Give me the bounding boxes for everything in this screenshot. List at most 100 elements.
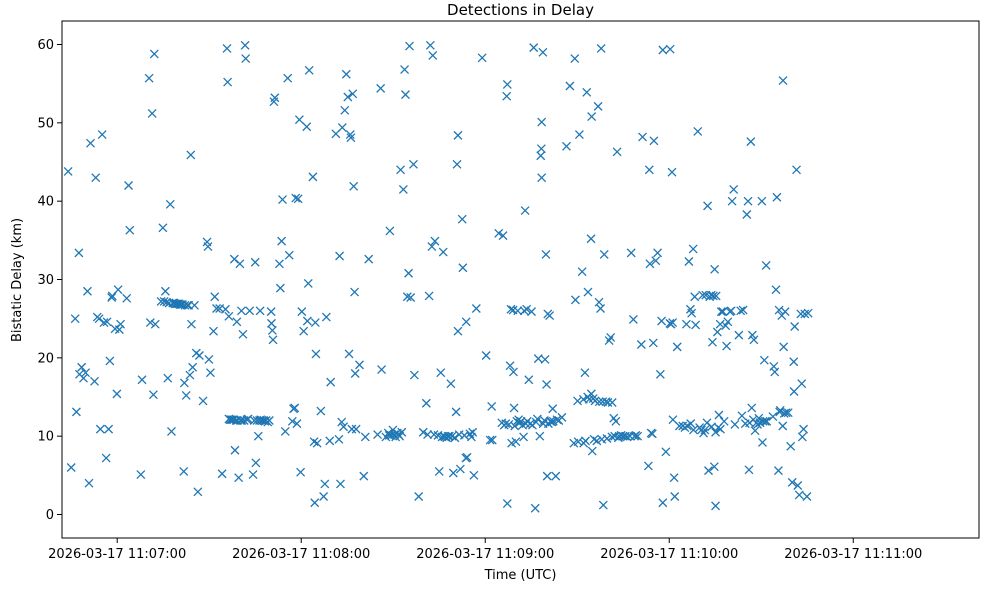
data-point <box>186 150 196 160</box>
data-point <box>255 306 265 316</box>
data-point <box>113 285 123 295</box>
data-point <box>274 259 284 269</box>
data-point <box>749 335 759 345</box>
data-point <box>736 306 746 316</box>
data-point <box>709 462 719 472</box>
data-point <box>453 326 463 336</box>
data-point <box>510 421 520 431</box>
data-point <box>95 424 105 434</box>
data-point <box>504 419 514 429</box>
data-point <box>520 206 530 216</box>
data-point <box>633 431 643 441</box>
data-point <box>653 248 663 258</box>
data-point <box>794 490 804 500</box>
data-point <box>626 248 636 258</box>
data-point <box>203 242 213 252</box>
data-point <box>291 193 301 203</box>
data-point <box>397 427 407 437</box>
data-point <box>651 256 661 266</box>
data-point <box>104 424 114 434</box>
data-point <box>179 378 189 388</box>
data-point <box>729 184 739 194</box>
data-point <box>762 416 772 426</box>
data-point <box>792 165 801 175</box>
data-point <box>693 126 703 136</box>
data-point <box>409 370 419 380</box>
data-point <box>681 319 691 329</box>
data-point <box>469 470 479 480</box>
data-point <box>574 130 584 140</box>
data-point <box>424 291 434 301</box>
data-point <box>781 408 791 418</box>
data-point <box>699 428 709 438</box>
data-point <box>508 367 518 377</box>
data-point <box>266 307 276 317</box>
data-point <box>406 293 416 302</box>
data-point <box>758 437 767 447</box>
data-point <box>672 342 682 352</box>
data-point <box>593 101 603 111</box>
data-point <box>644 165 654 175</box>
data-point <box>159 296 169 306</box>
data-point <box>186 319 196 329</box>
data-point <box>726 306 736 316</box>
data-point <box>557 412 567 422</box>
data-point <box>343 92 353 102</box>
data-point <box>346 133 356 143</box>
data-point <box>770 367 780 377</box>
data-point <box>304 65 314 75</box>
data-point <box>339 422 349 432</box>
data-point <box>253 431 263 441</box>
data-point <box>541 249 551 259</box>
data-point <box>594 397 604 407</box>
x-axis-ticks: 2026-03-17 11:07:00 2026-03-17 11:08:00 20… <box>48 538 922 562</box>
data-point <box>583 287 593 297</box>
data-point <box>596 304 606 313</box>
data-point <box>761 260 771 270</box>
data-point <box>712 327 722 337</box>
data-point <box>669 473 679 483</box>
data-point <box>402 292 412 302</box>
data-point <box>793 481 803 490</box>
data-point <box>190 300 199 310</box>
data-point <box>294 115 304 125</box>
y-tick-label: 10 <box>37 430 54 445</box>
data-point <box>337 123 347 132</box>
data-point <box>648 338 658 348</box>
data-point <box>716 424 725 434</box>
data-point <box>657 316 667 326</box>
data-point <box>691 320 701 330</box>
data-point <box>542 471 552 481</box>
data-point <box>303 278 313 288</box>
data-point <box>223 77 233 87</box>
data-point <box>529 43 539 53</box>
data-point <box>522 304 532 314</box>
data-point <box>270 93 280 103</box>
data-point <box>144 73 154 83</box>
data-point <box>481 351 491 360</box>
data-point <box>551 471 561 481</box>
data-point <box>698 290 708 300</box>
data-point <box>194 351 204 360</box>
data-point <box>668 318 678 328</box>
data-point <box>268 335 278 345</box>
data-point <box>757 196 767 206</box>
data-point <box>340 105 350 115</box>
data-point <box>102 317 112 327</box>
data-point <box>287 416 297 426</box>
chart-title: Detections in Delay <box>447 1 594 19</box>
data-point <box>320 479 330 489</box>
data-point <box>74 248 84 258</box>
data-point <box>485 435 495 445</box>
data-point <box>803 308 813 318</box>
data-point <box>82 286 92 296</box>
data-point <box>423 430 433 440</box>
data-point <box>248 470 258 480</box>
data-point <box>290 403 300 413</box>
data-point <box>598 500 608 510</box>
data-point <box>284 250 294 260</box>
data-point <box>160 286 170 296</box>
data-point <box>385 226 395 236</box>
data-point <box>708 337 717 347</box>
